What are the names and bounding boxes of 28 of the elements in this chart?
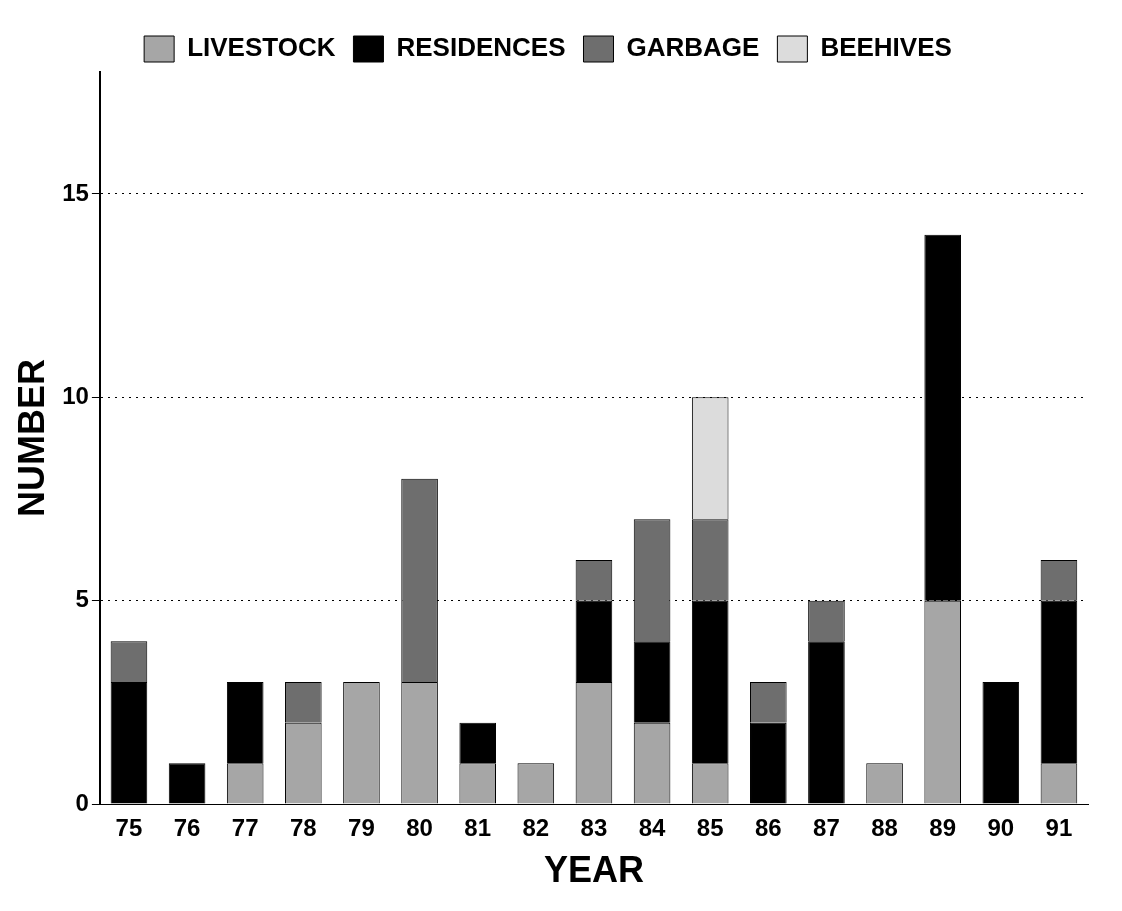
x-tick-label: 86 [754,814,782,842]
legend-label: LIVESTOCK [187,32,336,63]
x-tick-label: 79 [348,814,375,842]
x-tick-label: 75 [115,814,143,842]
x-tick-label: 82 [522,814,550,842]
x-tick-label: 84 [638,814,667,842]
x-tick-label: 87 [813,814,840,842]
x-tick-label: 77 [231,814,259,842]
x-tick-label: 76 [173,814,201,842]
x-tick-label: 85 [696,814,724,842]
x-tick-label: 83 [580,814,608,842]
y-tick-label: 0 [75,788,89,816]
x-tick-label: 81 [464,814,492,842]
y-tick-label: 15 [62,178,89,206]
x-tick-label: 91 [1045,814,1073,842]
x-tick-label: 80 [406,814,433,842]
x-tick-label: 88 [871,814,898,842]
y-tick-label: 5 [75,585,89,613]
y-axis-title: NUMBER [10,359,52,517]
x-axis-title: YEAR [543,849,644,891]
legend-label: GARBAGE [626,32,760,63]
legend-label: BEEHIVES [820,32,952,63]
x-tick-label: 78 [289,814,317,842]
x-tick-label: 90 [987,814,1015,842]
legend-label: RESIDENCES [396,32,566,63]
bar [924,234,961,601]
y-tick-label: 10 [62,381,89,409]
x-tick-label: 89 [929,814,957,842]
